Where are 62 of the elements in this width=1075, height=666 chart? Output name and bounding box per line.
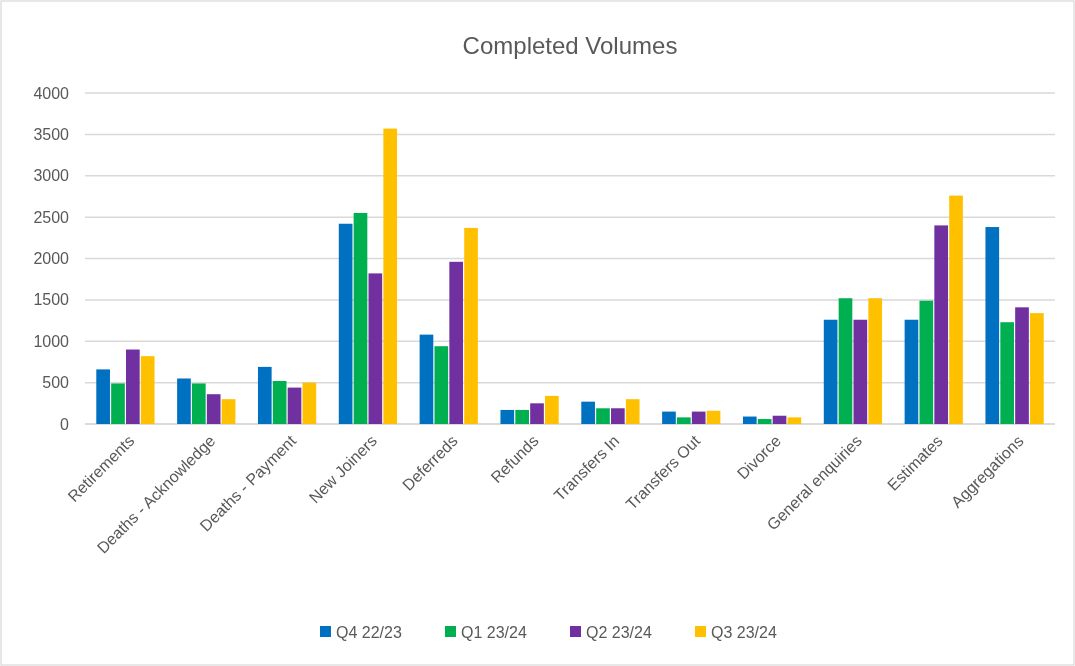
y-tick-label: 3500 — [33, 125, 70, 143]
bar — [140, 356, 155, 424]
bar — [368, 273, 383, 424]
bar — [611, 408, 625, 424]
bar — [221, 399, 236, 424]
bar — [596, 408, 610, 424]
bar — [272, 380, 287, 424]
bar — [449, 261, 464, 424]
bar — [206, 394, 221, 424]
y-tick-label: 1000 — [33, 332, 70, 350]
bar — [111, 383, 125, 424]
bar — [691, 411, 706, 424]
bar — [742, 416, 757, 424]
bar — [515, 409, 529, 424]
bar — [353, 212, 368, 424]
legend-label: Q3 23/24 — [711, 623, 777, 641]
bar — [823, 319, 838, 424]
y-tick-label: 3000 — [33, 167, 70, 185]
bar — [838, 298, 853, 424]
bar — [191, 383, 206, 424]
bar — [787, 417, 802, 424]
bar — [302, 382, 317, 424]
legend-label: Q1 23/24 — [461, 623, 527, 641]
bar — [625, 399, 640, 424]
y-tick-label: 0 — [60, 415, 70, 433]
chart-title: Completed Volumes — [462, 32, 678, 59]
y-tick-label: 2000 — [33, 250, 70, 268]
bar — [985, 227, 1000, 424]
y-tick-label: 4000 — [33, 84, 70, 102]
bar — [257, 366, 272, 424]
bar — [177, 378, 191, 424]
bar — [706, 410, 721, 424]
bar — [1015, 307, 1029, 424]
bar — [545, 395, 559, 424]
bar — [772, 415, 787, 424]
bar — [126, 349, 140, 424]
bar — [934, 225, 949, 424]
bar — [338, 223, 353, 424]
bar — [919, 300, 934, 424]
legend-label: Q2 23/24 — [586, 623, 652, 641]
bar — [500, 409, 515, 424]
bar — [1000, 322, 1014, 424]
bar — [464, 227, 478, 424]
y-tick-label: 2500 — [33, 208, 70, 226]
bar — [1030, 313, 1044, 424]
bar — [581, 401, 595, 424]
legend-label: Q4 22/23 — [336, 623, 402, 641]
bar — [287, 387, 302, 424]
bar — [868, 298, 883, 424]
bar — [949, 195, 963, 424]
y-tick-label: 500 — [42, 374, 70, 392]
bar — [853, 319, 868, 424]
bar — [96, 369, 110, 424]
bar — [419, 334, 434, 424]
bar — [757, 419, 772, 424]
y-tick-label: 1500 — [33, 291, 70, 309]
bar — [383, 128, 398, 424]
bar — [676, 417, 691, 424]
bar — [434, 346, 449, 424]
bar — [530, 403, 544, 424]
bar — [662, 411, 676, 424]
bar — [904, 319, 919, 424]
